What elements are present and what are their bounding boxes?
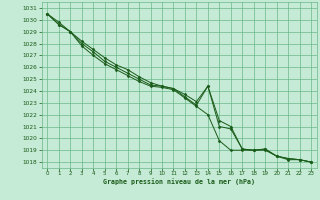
X-axis label: Graphe pression niveau de la mer (hPa): Graphe pression niveau de la mer (hPa) [103,179,255,185]
